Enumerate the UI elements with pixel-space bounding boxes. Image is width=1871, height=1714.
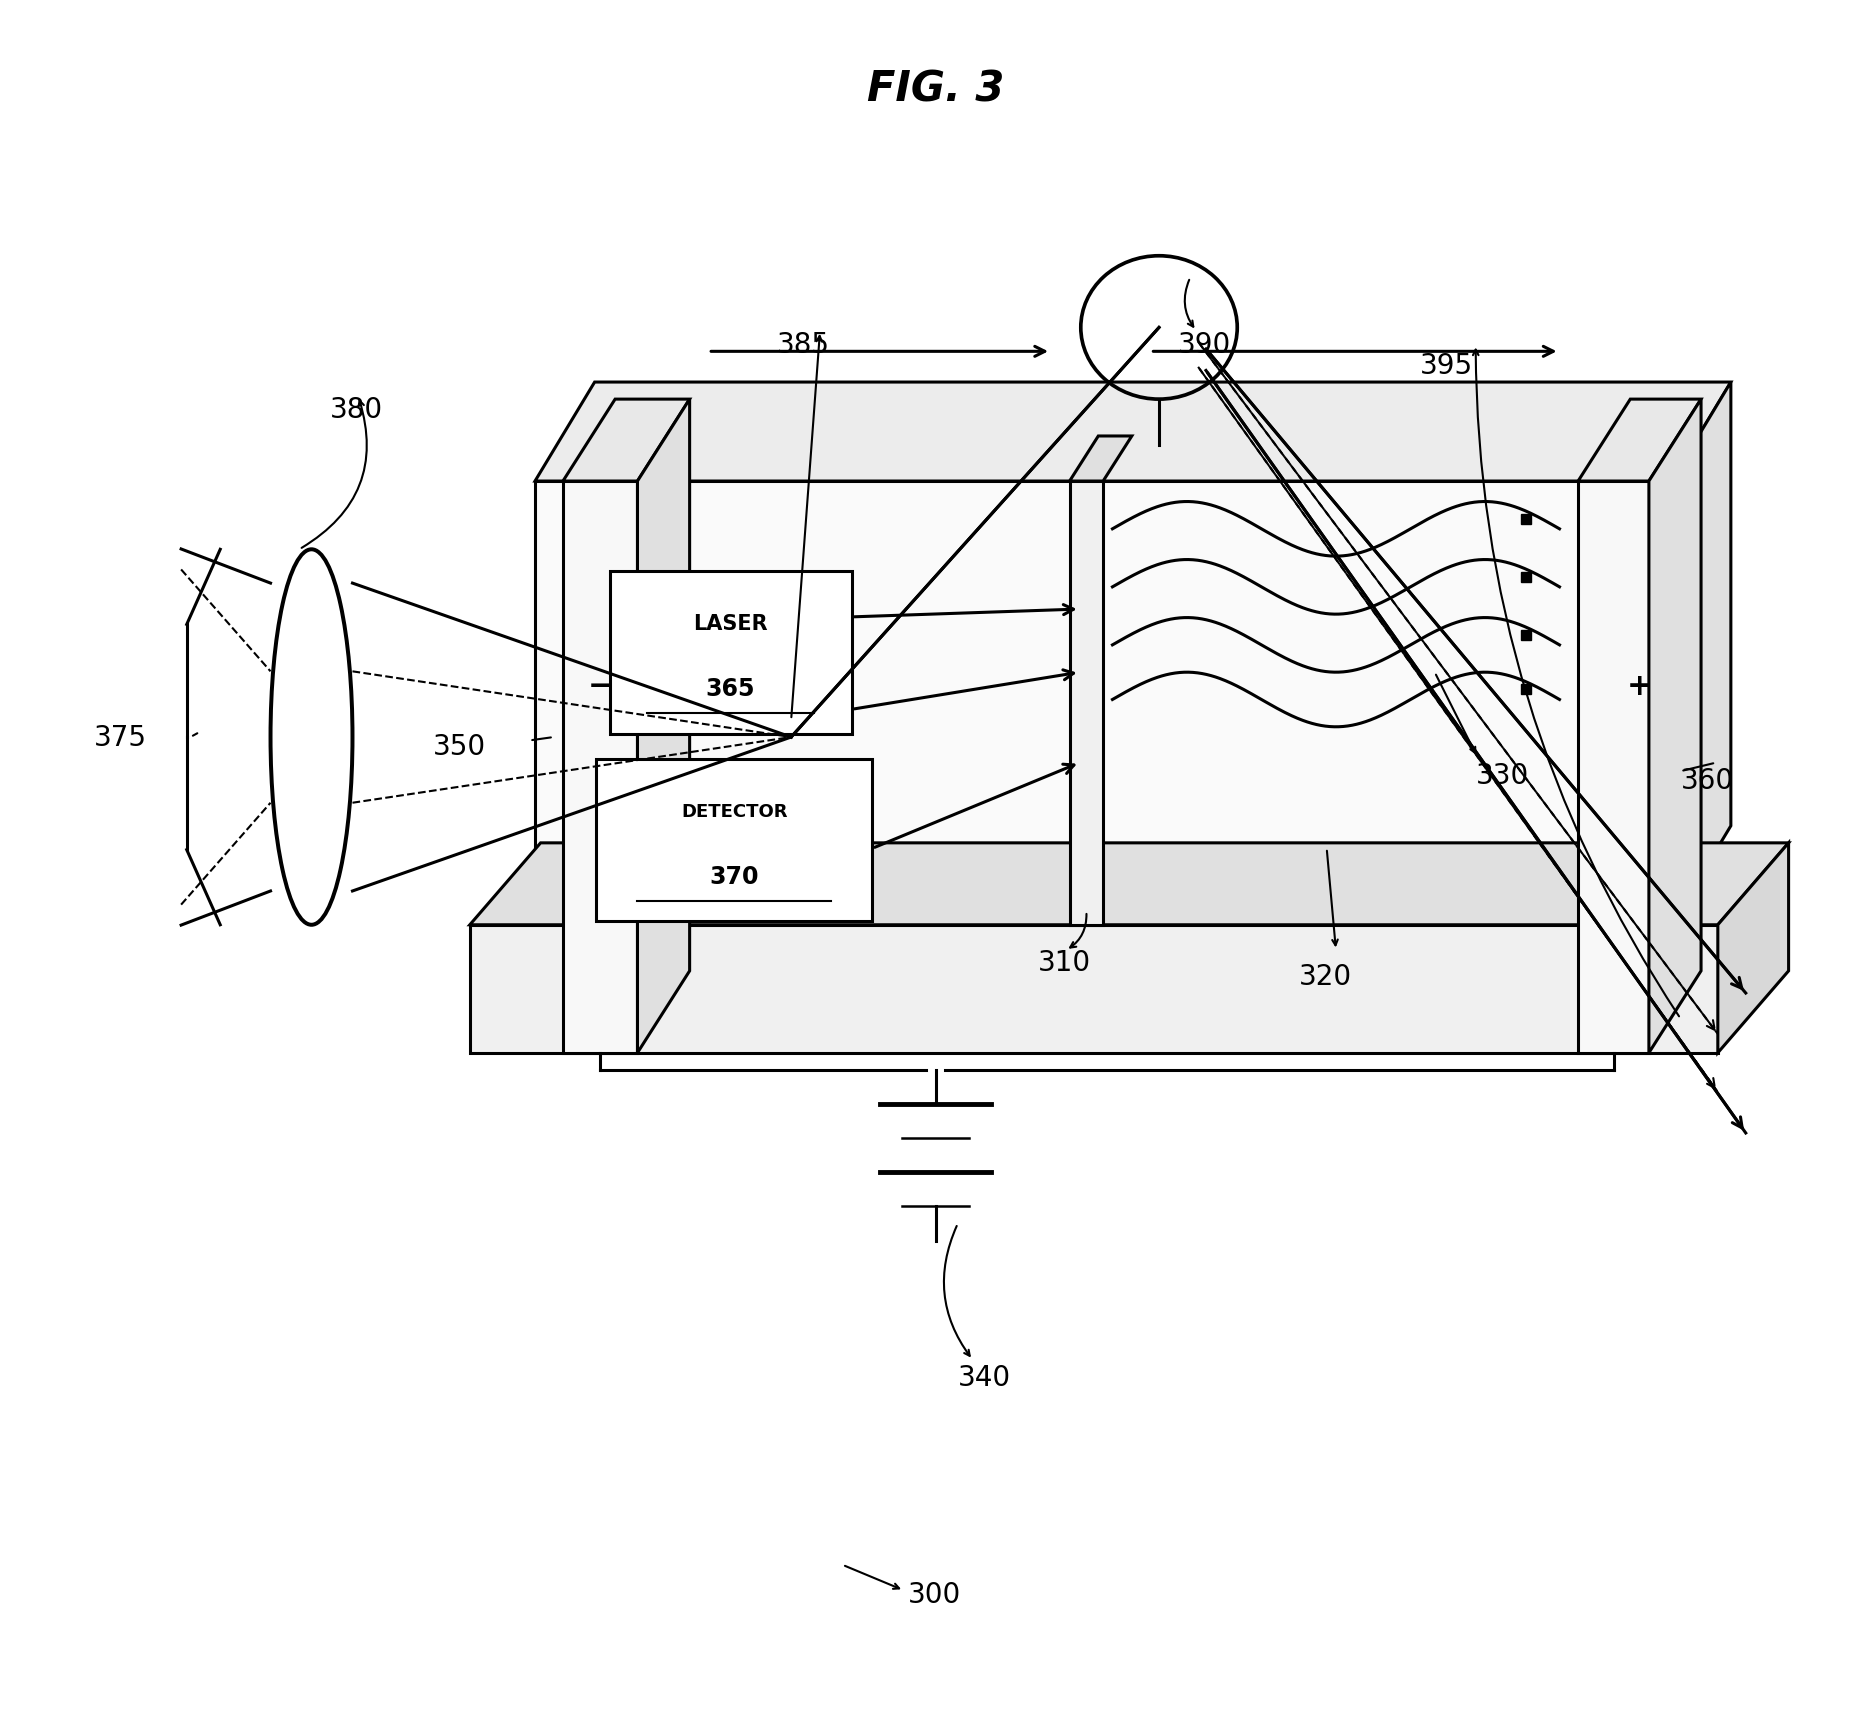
Polygon shape	[470, 843, 1789, 926]
Polygon shape	[1070, 482, 1104, 926]
Text: +: +	[1626, 672, 1652, 701]
Text: −: −	[587, 672, 614, 701]
Polygon shape	[1671, 382, 1731, 926]
Text: 365: 365	[705, 677, 756, 701]
Text: 395: 395	[1420, 351, 1472, 381]
Polygon shape	[1718, 843, 1789, 1052]
Text: 380: 380	[329, 396, 384, 423]
Text: 330: 330	[1476, 761, 1529, 788]
Text: 385: 385	[776, 331, 831, 360]
Polygon shape	[563, 399, 690, 482]
Text: 360: 360	[1680, 766, 1734, 794]
Text: 310: 310	[1038, 950, 1091, 977]
Text: 300: 300	[907, 1580, 962, 1608]
Polygon shape	[1070, 437, 1132, 482]
Polygon shape	[535, 482, 1671, 926]
Polygon shape	[1577, 399, 1701, 482]
Polygon shape	[535, 382, 1731, 482]
Text: 390: 390	[1177, 331, 1231, 360]
Polygon shape	[1648, 399, 1701, 1052]
Text: LASER: LASER	[694, 614, 767, 634]
Polygon shape	[1577, 482, 1648, 1052]
Polygon shape	[470, 926, 1718, 1052]
Polygon shape	[563, 482, 638, 1052]
FancyBboxPatch shape	[597, 759, 872, 922]
Text: 320: 320	[1298, 962, 1353, 991]
Text: FIG. 3: FIG. 3	[866, 69, 1005, 110]
FancyBboxPatch shape	[610, 572, 851, 734]
Text: 370: 370	[709, 864, 760, 888]
Polygon shape	[638, 399, 690, 1052]
Text: 340: 340	[958, 1363, 1010, 1392]
Text: 350: 350	[432, 732, 486, 759]
Text: DETECTOR: DETECTOR	[681, 802, 788, 821]
Text: 375: 375	[94, 723, 146, 752]
